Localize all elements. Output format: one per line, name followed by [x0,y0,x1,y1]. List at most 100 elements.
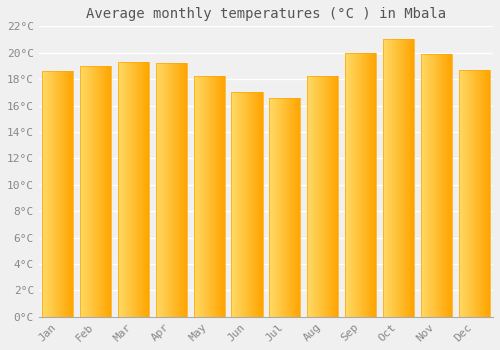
Bar [147,62,148,317]
Bar [222,76,223,317]
Bar [356,53,357,317]
Bar [67,71,68,317]
Bar [438,54,439,317]
Bar [460,70,461,317]
Bar [235,92,236,317]
Bar [272,98,273,317]
Bar [239,92,240,317]
Bar [375,53,376,317]
Bar [130,62,131,317]
Bar [238,92,239,317]
Bar [195,76,196,317]
Bar [421,54,422,317]
Bar [103,66,104,317]
Bar [435,54,436,317]
Bar [220,76,221,317]
Bar [58,71,59,317]
Bar [292,98,293,317]
Bar [169,63,170,317]
Bar [245,92,246,317]
Bar [436,54,437,317]
Bar [166,63,167,317]
Bar [361,53,362,317]
Bar [294,98,295,317]
Bar [158,63,159,317]
Bar [320,76,321,317]
Bar [142,62,143,317]
Bar [450,54,451,317]
Bar [399,40,400,317]
Bar [136,62,137,317]
Bar [397,40,398,317]
Bar [421,54,452,317]
Bar [241,92,242,317]
Bar [348,53,349,317]
Bar [174,63,175,317]
Bar [83,66,84,317]
Bar [98,66,100,317]
Bar [365,53,366,317]
Bar [42,71,43,317]
Bar [274,98,275,317]
Bar [439,54,440,317]
Bar [106,66,107,317]
Bar [185,63,186,317]
Bar [194,76,224,317]
Bar [254,92,255,317]
Bar [44,71,46,317]
Bar [313,76,314,317]
Bar [391,40,392,317]
Bar [128,62,129,317]
Bar [162,63,163,317]
Bar [87,66,88,317]
Bar [92,66,93,317]
Bar [437,54,438,317]
Bar [444,54,445,317]
Bar [434,54,435,317]
Bar [283,98,284,317]
Bar [328,76,329,317]
Bar [441,54,442,317]
Bar [469,70,470,317]
Bar [393,40,394,317]
Bar [296,98,298,317]
Bar [173,63,174,317]
Bar [255,92,256,317]
Bar [432,54,433,317]
Bar [104,66,105,317]
Bar [62,71,64,317]
Bar [284,98,285,317]
Bar [442,54,443,317]
Bar [363,53,364,317]
Bar [256,92,257,317]
Bar [138,62,139,317]
Bar [131,62,132,317]
Bar [250,92,252,317]
Bar [387,40,388,317]
Bar [51,71,52,317]
Bar [352,53,353,317]
Bar [396,40,397,317]
Bar [213,76,214,317]
Bar [55,71,56,317]
Bar [143,62,144,317]
Bar [474,70,476,317]
Bar [61,71,62,317]
Bar [144,62,145,317]
Bar [237,92,238,317]
Bar [423,54,424,317]
Bar [443,54,444,317]
Bar [53,71,54,317]
Bar [181,63,182,317]
Bar [94,66,95,317]
Bar [327,76,328,317]
Bar [168,63,169,317]
Bar [208,76,209,317]
Bar [249,92,250,317]
Bar [295,98,296,317]
Bar [253,92,254,317]
Bar [445,54,446,317]
Bar [234,92,235,317]
Bar [202,76,203,317]
Bar [80,66,111,317]
